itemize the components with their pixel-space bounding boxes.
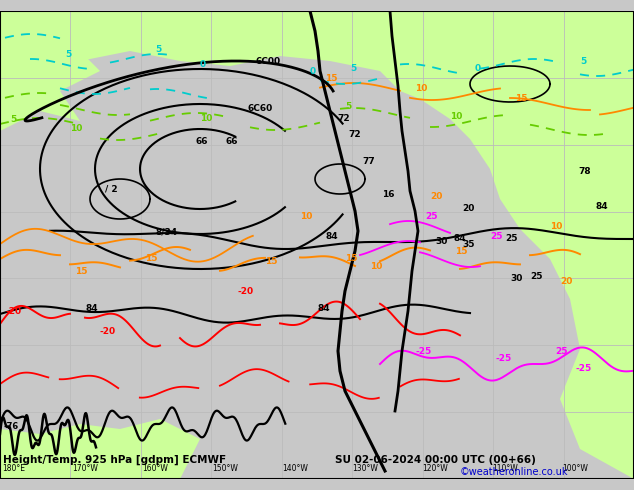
Text: 160°W: 160°W: [142, 464, 168, 473]
Text: 10: 10: [550, 222, 562, 231]
Text: 120°W: 120°W: [422, 464, 448, 473]
Text: 15: 15: [325, 74, 337, 83]
Text: 10: 10: [370, 262, 382, 271]
Text: 84: 84: [317, 304, 330, 313]
Text: 140°W: 140°W: [282, 464, 308, 473]
Text: SU 02-06-2024 00:00 UTC (00+66): SU 02-06-2024 00:00 UTC (00+66): [335, 455, 536, 465]
Text: 66: 66: [225, 137, 238, 146]
Text: 25: 25: [490, 232, 503, 241]
Polygon shape: [0, 11, 634, 46]
Text: 5: 5: [350, 64, 356, 73]
Text: 16: 16: [382, 190, 394, 199]
Text: 78: 78: [578, 167, 591, 176]
Text: -76: -76: [3, 422, 18, 431]
Text: 15: 15: [345, 254, 358, 263]
Text: 25: 25: [505, 234, 517, 243]
Text: 0: 0: [475, 64, 481, 73]
Text: 25: 25: [425, 212, 437, 221]
Text: 77: 77: [362, 157, 375, 166]
Text: 25: 25: [555, 347, 567, 356]
Text: 84: 84: [325, 232, 338, 241]
Text: -20: -20: [238, 287, 254, 296]
Text: / 2: / 2: [105, 184, 118, 193]
Text: 25: 25: [530, 272, 543, 281]
Text: 100°W: 100°W: [562, 464, 588, 473]
Polygon shape: [560, 11, 634, 479]
Text: 5: 5: [65, 50, 71, 59]
Text: 15: 15: [265, 257, 278, 266]
Text: 5: 5: [345, 102, 351, 111]
Polygon shape: [360, 11, 634, 479]
Text: 35: 35: [462, 240, 474, 249]
Text: 0: 0: [310, 67, 316, 76]
Text: 5: 5: [10, 115, 16, 124]
Text: 110°W: 110°W: [492, 464, 518, 473]
Text: 84: 84: [596, 202, 609, 211]
Text: 6C60: 6C60: [248, 104, 273, 113]
Text: 170°W: 170°W: [72, 464, 98, 473]
Polygon shape: [0, 11, 100, 131]
Text: 15: 15: [145, 254, 157, 263]
Text: 72: 72: [348, 130, 361, 139]
Text: 180°E: 180°E: [2, 464, 25, 473]
Text: 10: 10: [415, 84, 427, 93]
Text: 10: 10: [70, 124, 82, 133]
Text: ©weatheronline.co.uk: ©weatheronline.co.uk: [460, 467, 569, 477]
Text: 84: 84: [85, 304, 98, 313]
Text: -25: -25: [495, 354, 511, 363]
Text: 30: 30: [510, 274, 522, 283]
Polygon shape: [0, 419, 200, 479]
Text: -25: -25: [415, 347, 431, 356]
Text: 15: 15: [515, 94, 527, 103]
Text: 0: 0: [200, 60, 206, 69]
Text: 72: 72: [337, 114, 349, 123]
Text: 15: 15: [75, 267, 87, 276]
Text: -20: -20: [100, 327, 116, 336]
Text: 15: 15: [455, 247, 467, 256]
Text: 20: 20: [560, 277, 573, 286]
Text: 10: 10: [200, 114, 212, 123]
Text: Height/Temp. 925 hPa [gdpm] ECMWF: Height/Temp. 925 hPa [gdpm] ECMWF: [3, 455, 226, 466]
Text: 10: 10: [300, 212, 313, 221]
Text: 20: 20: [430, 192, 443, 201]
Text: 8/34: 8/34: [155, 228, 177, 237]
Polygon shape: [0, 11, 634, 71]
Text: 130°W: 130°W: [352, 464, 378, 473]
Text: 10: 10: [450, 112, 462, 121]
Text: 30: 30: [435, 237, 448, 246]
Text: 66: 66: [195, 137, 207, 146]
Text: 5: 5: [580, 57, 586, 66]
Text: 5: 5: [155, 45, 161, 54]
Text: 84: 84: [453, 234, 465, 243]
Text: 150°W: 150°W: [212, 464, 238, 473]
Text: 20: 20: [462, 204, 474, 213]
Text: -25: -25: [575, 364, 592, 373]
Text: 6C00: 6C00: [255, 57, 280, 66]
Text: -20: -20: [5, 307, 21, 316]
